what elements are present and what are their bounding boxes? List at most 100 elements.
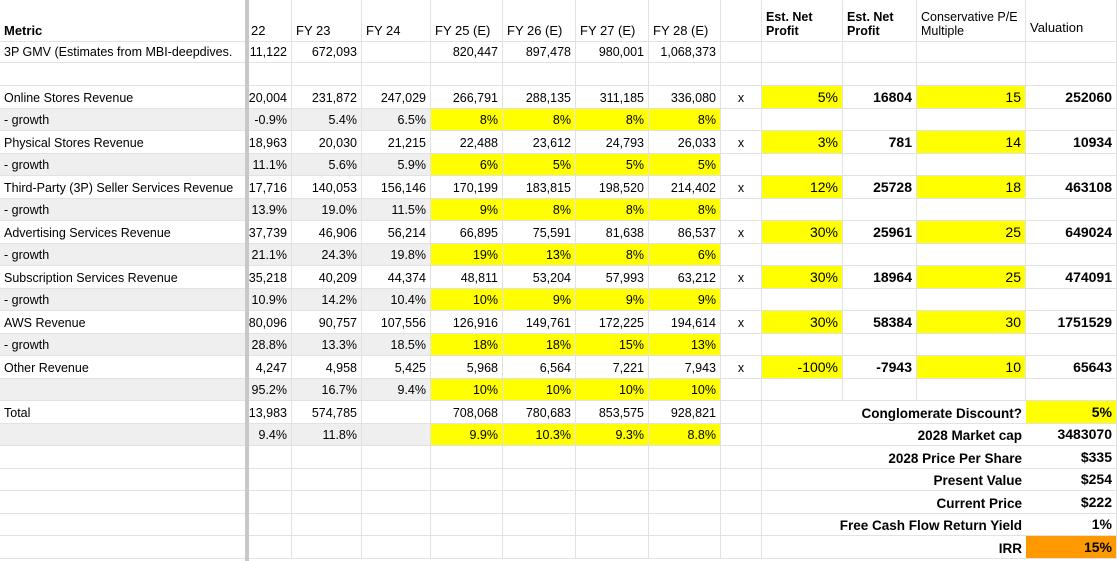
value-cell: 15% (576, 333, 649, 356)
row-label: - growth (0, 153, 247, 176)
value-cell: 5% (762, 86, 843, 109)
value-cell: 90,757 (292, 311, 362, 334)
cell (721, 446, 762, 469)
cell (762, 288, 843, 311)
cell (1026, 243, 1117, 266)
cell (292, 536, 362, 559)
cell (721, 288, 762, 311)
cell (762, 153, 843, 176)
cell (362, 63, 431, 86)
value-cell: 5.4% (292, 108, 362, 131)
cell (1026, 333, 1117, 356)
value-cell: 231,872 (292, 86, 362, 109)
header-cell: FY 26 (E) (503, 0, 576, 42)
value-cell: 53,204 (503, 266, 576, 289)
cell (576, 513, 649, 536)
value-cell: 10% (649, 378, 721, 401)
cell (1026, 108, 1117, 131)
cell (576, 63, 649, 86)
value-cell: 463108 (1026, 176, 1117, 199)
cell (843, 198, 917, 221)
value-cell: 11,122 (247, 42, 292, 63)
value-cell: 19% (431, 243, 503, 266)
value-cell: 5,968 (431, 356, 503, 379)
cell (362, 491, 431, 514)
cell (917, 108, 1026, 131)
row-label: Subscription Services Revenue (0, 266, 247, 289)
value-cell: 980,001 (576, 42, 649, 63)
value-cell: 13,983 (247, 401, 292, 424)
value-cell: -0.9% (247, 108, 292, 131)
cell (0, 468, 247, 491)
header-cell: FY 28 (E) (649, 0, 721, 42)
cell (292, 491, 362, 514)
value-cell: 928,821 (649, 401, 721, 424)
value-cell: 252060 (1026, 86, 1117, 109)
value-cell: 4,247 (247, 356, 292, 379)
value-cell: 24,793 (576, 131, 649, 154)
multiply-mark: x (721, 86, 762, 109)
cell (431, 513, 503, 536)
cell (0, 513, 247, 536)
cell (721, 198, 762, 221)
cell (762, 514, 1026, 536)
value-cell: 18 (917, 176, 1026, 199)
value-cell: 140,053 (292, 176, 362, 199)
header-cell: FY 23 (292, 0, 362, 42)
value-cell: 6% (431, 153, 503, 176)
cell (917, 243, 1026, 266)
value-cell: 247,029 (362, 86, 431, 109)
cell (721, 42, 762, 63)
cell (0, 63, 247, 86)
value-cell: 311,185 (576, 86, 649, 109)
cell (762, 536, 1026, 559)
value-cell: 12% (762, 176, 843, 199)
cell (721, 243, 762, 266)
cell (917, 333, 1026, 356)
row-label: Total (0, 401, 247, 424)
cell (762, 108, 843, 131)
value-cell: 25 (917, 221, 1026, 244)
summary-label: 2028 Price Per Share (888, 450, 1022, 466)
cell (762, 446, 1026, 469)
value-cell: 8% (649, 198, 721, 221)
cell (843, 153, 917, 176)
cell (721, 63, 762, 86)
cell (503, 491, 576, 514)
value-cell: 853,575 (576, 401, 649, 424)
value-cell: 149,761 (503, 311, 576, 334)
value-cell: 107,556 (362, 311, 431, 334)
value-cell: 6% (649, 243, 721, 266)
value-cell: 58384 (843, 311, 917, 334)
value-cell: 30% (762, 311, 843, 334)
value-cell: 95.2% (247, 378, 292, 401)
value-cell: 8% (649, 108, 721, 131)
cell (917, 288, 1026, 311)
value-cell: 8% (576, 198, 649, 221)
row-label: Physical Stores Revenue (0, 131, 247, 154)
cell (649, 491, 721, 514)
header-cell: FY 24 (362, 0, 431, 42)
value-cell: 28.8% (247, 333, 292, 356)
cell (431, 468, 503, 491)
value-cell: 16.7% (292, 378, 362, 401)
value-cell: 214,402 (649, 176, 721, 199)
value-cell: 23,612 (503, 131, 576, 154)
value-cell: 288,135 (503, 86, 576, 109)
summary-label: Conglomerate Discount? (861, 405, 1022, 421)
value-cell: 8% (503, 108, 576, 131)
value-cell: 9% (431, 198, 503, 221)
value-cell: 30% (762, 221, 843, 244)
value-cell: 708,068 (431, 401, 503, 424)
value-cell: 15% (1026, 536, 1117, 559)
value-cell: 5% (576, 153, 649, 176)
value-cell: 25 (917, 266, 1026, 289)
value-cell: 15 (917, 86, 1026, 109)
value-cell: 10% (576, 378, 649, 401)
value-cell: 20,030 (292, 131, 362, 154)
cell (362, 446, 431, 469)
header-cell: Metric (0, 0, 247, 42)
value-cell: 63,212 (649, 266, 721, 289)
cell (721, 491, 762, 514)
